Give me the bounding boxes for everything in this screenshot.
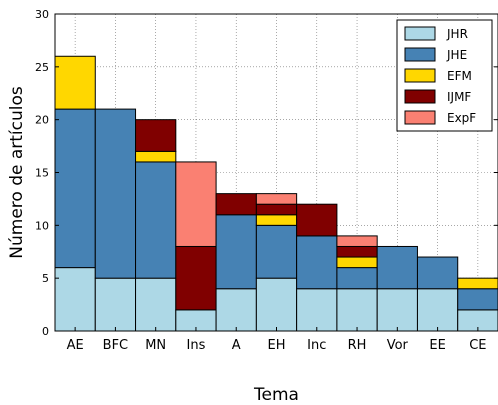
bar-segment-jhr-bfc	[94, 277, 137, 332]
x-tick-label: Vor	[387, 338, 409, 353]
legend-swatch-jhr	[404, 26, 436, 41]
bar-segment-ijmf-eh	[255, 203, 298, 216]
x-tick-label: MN	[145, 338, 166, 353]
legend-swatch-jhe	[404, 47, 436, 62]
bar-segment-efm-ae	[54, 55, 96, 110]
legend-swatch-ijmf	[404, 89, 436, 104]
bar-segment-jhr-rh	[336, 288, 378, 332]
legend: JHR JHE EFM IJMF ExpF	[396, 19, 493, 132]
bar-segment-jhe-mn	[135, 161, 177, 279]
bar-segment-efm-ce	[457, 277, 498, 290]
x-tick-label: RH	[348, 338, 367, 353]
bar-segment-efm-eh	[255, 214, 298, 226]
legend-label-jhr: JHR	[446, 27, 468, 41]
x-axis: AE BFC MN Ins A EH Inc RH Vor EE CE	[67, 327, 487, 353]
bar-segment-jhe-bfc	[94, 108, 137, 279]
bar-segment-jhe-ce	[457, 288, 498, 311]
y-tick-label: 0	[42, 325, 49, 338]
bar-segment-jhe-eh	[255, 224, 298, 279]
bar-segment-efm-rh	[336, 256, 378, 269]
bar-segment-jhr-ee	[416, 288, 459, 332]
bar-segment-jhe-a	[215, 214, 257, 290]
legend-label-expf: ExpF	[447, 111, 476, 125]
bar-segment-jhr-a	[215, 288, 257, 332]
y-tick-label: 10	[35, 219, 49, 232]
x-tick-label: CE	[469, 338, 486, 353]
x-tick-label: A	[232, 338, 241, 353]
legend-swatch-expf	[404, 110, 436, 125]
bar-segment-jhe-ae	[54, 108, 96, 269]
x-tick-label: Ins	[187, 338, 206, 353]
y-tick-label: 25	[35, 61, 49, 74]
bar-segment-jhr-inc	[296, 288, 338, 332]
y-tick-label: 20	[35, 114, 49, 127]
bar-segment-jhr-eh	[255, 277, 298, 332]
bar-segment-ijmf-mn	[135, 119, 177, 152]
y-tick-label: 5	[42, 272, 49, 285]
bar-segment-jhe-vor	[376, 245, 418, 290]
bar-segment-jhr-ae	[54, 267, 96, 332]
bar-segment-expf-eh	[255, 193, 298, 205]
legend-label-ijmf: IJMF	[447, 90, 471, 104]
y-axis: 0 5 10 15 20 25 30	[35, 8, 498, 338]
x-tick-label: Inc	[307, 338, 326, 353]
bar-segment-ijmf-rh	[336, 245, 378, 258]
legend-swatch-efm	[404, 68, 436, 83]
bar-segment-expf-rh	[336, 235, 378, 247]
x-axis-label: Tema	[253, 385, 299, 405]
x-tick-label: AE	[67, 338, 84, 353]
x-tick-label: BFC	[103, 338, 128, 353]
bar-segment-jhr-vor	[376, 288, 418, 332]
y-tick-label: 30	[35, 8, 49, 21]
bars	[54, 55, 498, 332]
bar-segment-jhe-ee	[416, 256, 459, 290]
bar-segment-jhe-inc	[296, 235, 338, 290]
x-tick-label: EH	[268, 338, 286, 353]
x-tick-label: EE	[429, 338, 445, 353]
bar-segment-ijmf-a	[215, 193, 257, 216]
bar-segment-jhe-rh	[336, 267, 378, 290]
legend-label-efm: EFM	[447, 69, 472, 83]
y-tick-label: 15	[35, 167, 49, 180]
bar-segment-ijmf-ins	[175, 245, 217, 311]
bar-segment-expf-ins	[175, 161, 217, 247]
bar-segment-efm-mn	[135, 150, 177, 163]
y-axis-label: Número de artículos	[7, 86, 27, 259]
legend-label-jhe: JHE	[446, 48, 467, 62]
bar-segment-ijmf-inc	[296, 203, 338, 237]
bar-segment-jhr-mn	[135, 277, 177, 332]
